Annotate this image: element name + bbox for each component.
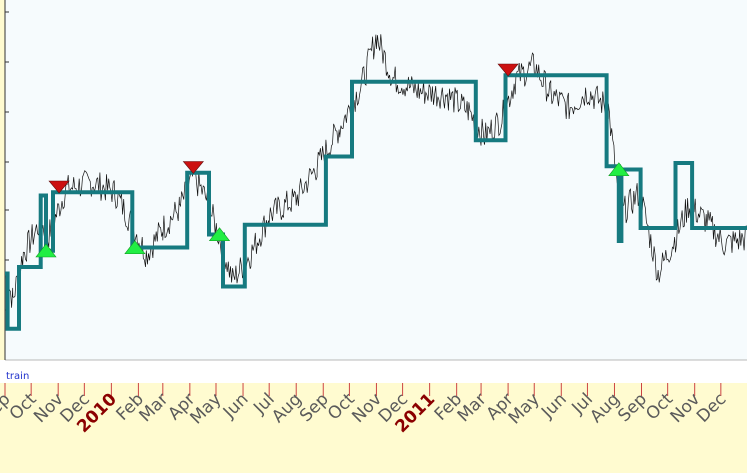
x-tick-marks	[4, 383, 722, 396]
sell-marker	[497, 63, 519, 77]
sell-marker	[182, 161, 204, 174]
buy-marker	[35, 243, 57, 258]
buy-marker	[208, 227, 231, 242]
panel-label: train	[6, 371, 29, 382]
sell-marker	[48, 180, 70, 194]
buy-marker	[608, 162, 630, 177]
signal-markers	[35, 63, 630, 258]
label-strip	[0, 360, 747, 383]
plot-area	[5, 0, 747, 360]
step-line	[5, 73, 747, 331]
buy-marker	[124, 240, 146, 255]
step-series	[5, 73, 747, 331]
